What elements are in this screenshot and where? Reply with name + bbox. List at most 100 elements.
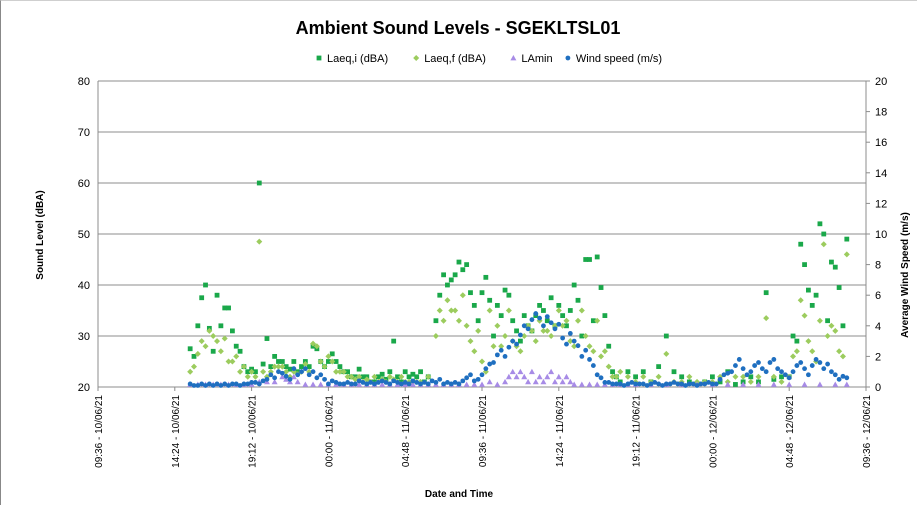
data-point bbox=[644, 383, 650, 388]
data-point bbox=[586, 343, 593, 350]
chart-title: Ambient Sound Levels - SGEKLTSL01 bbox=[296, 18, 621, 38]
data-point bbox=[279, 363, 286, 370]
y-tick-label-left: 70 bbox=[78, 127, 90, 139]
data-point bbox=[733, 382, 738, 387]
data-point bbox=[656, 381, 662, 387]
data-point bbox=[690, 381, 696, 387]
legend-label: Laeq,i (dBA) bbox=[327, 53, 388, 65]
y-tick-label-right: 6 bbox=[875, 290, 881, 302]
data-point bbox=[352, 381, 358, 387]
data-point bbox=[802, 262, 807, 267]
data-point bbox=[575, 297, 581, 303]
data-point bbox=[625, 369, 631, 375]
data-point bbox=[563, 373, 570, 380]
y-tick-label-left: 50 bbox=[78, 229, 90, 241]
data-point bbox=[809, 348, 816, 355]
data-point bbox=[187, 368, 194, 375]
data-point bbox=[214, 338, 221, 345]
data-point bbox=[471, 303, 477, 308]
data-point bbox=[548, 333, 555, 339]
data-point bbox=[825, 318, 830, 324]
data-point bbox=[506, 344, 512, 350]
data-point bbox=[218, 323, 224, 329]
data-point bbox=[329, 358, 336, 365]
data-point bbox=[552, 326, 558, 332]
data-point bbox=[264, 376, 270, 382]
data-point bbox=[368, 380, 374, 385]
data-point bbox=[610, 369, 615, 375]
data-point bbox=[256, 381, 262, 387]
data-point bbox=[310, 381, 317, 387]
data-point bbox=[514, 341, 519, 347]
data-point bbox=[598, 285, 604, 290]
data-point bbox=[333, 380, 339, 385]
data-point bbox=[425, 373, 432, 380]
data-point bbox=[590, 348, 597, 355]
data-point bbox=[410, 378, 416, 384]
legend-item: Wind speed (m/s) bbox=[565, 53, 662, 65]
data-point bbox=[694, 383, 700, 388]
data-point bbox=[544, 314, 550, 320]
data-point bbox=[268, 364, 274, 369]
data-point bbox=[395, 380, 400, 385]
data-point bbox=[590, 318, 596, 324]
data-point bbox=[459, 292, 466, 299]
data-point bbox=[844, 236, 850, 242]
data-point bbox=[710, 381, 715, 387]
data-point bbox=[345, 380, 350, 385]
data-point bbox=[326, 359, 331, 364]
data-point bbox=[763, 369, 769, 375]
data-point bbox=[295, 372, 301, 378]
data-point bbox=[786, 381, 793, 387]
y-tick-label-left: 80 bbox=[78, 76, 90, 88]
data-point bbox=[740, 366, 746, 372]
data-point bbox=[844, 375, 850, 381]
data-point bbox=[464, 262, 470, 267]
data-point bbox=[836, 285, 842, 290]
axes bbox=[97, 80, 870, 391]
data-point bbox=[548, 295, 554, 301]
data-point bbox=[679, 381, 685, 387]
data-point bbox=[625, 381, 631, 387]
data-point bbox=[816, 381, 823, 387]
data-point bbox=[514, 328, 519, 334]
data-point bbox=[532, 378, 539, 385]
data-point bbox=[468, 372, 473, 378]
data-point bbox=[602, 313, 608, 318]
data-point bbox=[755, 381, 762, 387]
x-axis-ticks: 09:36 - 10/06/21 14:24 - 10/06/21 19:12 - … bbox=[94, 395, 873, 468]
data-point bbox=[225, 358, 232, 365]
data-point bbox=[409, 381, 416, 387]
data-point bbox=[587, 257, 592, 262]
data-point bbox=[491, 333, 496, 339]
data-point bbox=[260, 361, 266, 367]
data-points bbox=[187, 180, 850, 388]
data-point bbox=[702, 381, 708, 387]
data-point bbox=[398, 381, 404, 387]
data-point bbox=[271, 363, 278, 370]
data-point bbox=[606, 380, 612, 385]
data-point bbox=[248, 368, 255, 375]
data-point bbox=[318, 372, 324, 378]
data-point bbox=[233, 343, 239, 349]
data-point bbox=[226, 305, 231, 311]
data-point bbox=[252, 373, 259, 380]
data-point bbox=[775, 366, 781, 372]
data-point bbox=[363, 376, 370, 383]
data-point bbox=[829, 259, 834, 265]
data-point bbox=[663, 350, 670, 357]
data-point bbox=[556, 303, 562, 308]
data-point bbox=[579, 333, 585, 339]
data-point bbox=[455, 317, 462, 324]
x-tick-label: 09:36 - 12/06/21 bbox=[862, 395, 873, 468]
data-point bbox=[571, 338, 577, 344]
data-point bbox=[336, 368, 343, 375]
data-point bbox=[494, 352, 500, 358]
data-point bbox=[487, 361, 493, 367]
y-axis-ticks-right: 0 2 4 6 8 10 12 14 16 18 20 bbox=[875, 76, 887, 394]
y-axis-label-right: Average Wind Speed (m/s) bbox=[900, 212, 911, 338]
data-point bbox=[793, 348, 800, 355]
data-point bbox=[306, 372, 312, 378]
data-point bbox=[445, 380, 450, 385]
legend: Laeq,i (dBA) Laeq,f (dBA) LAmin Wind speed … bbox=[316, 53, 662, 65]
